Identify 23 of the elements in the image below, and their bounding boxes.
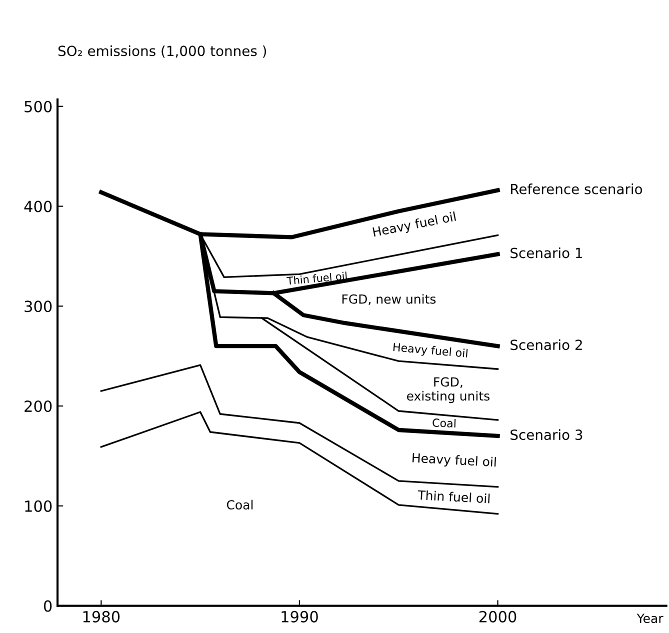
annotation: Coal	[432, 418, 456, 428]
y-tick-label: 0	[44, 600, 52, 612]
x-tick-label: 1990	[282, 610, 318, 622]
x-tick-label: 1980	[83, 610, 120, 622]
y-tick-label: 100	[25, 500, 52, 512]
annotation: FGD, new units	[342, 294, 436, 306]
series-label: Reference scenario	[511, 184, 642, 194]
annotation: Thin fuel oil	[417, 490, 490, 504]
annotation: Heavy fuel oil	[372, 211, 456, 240]
series-label: Scenario 3	[510, 429, 582, 440]
annotation: FGD, existing units	[406, 377, 490, 404]
series-label: Scenario 1	[510, 247, 582, 258]
annotation: Heavy fuel oil	[393, 342, 468, 360]
y-tick-label: 500	[24, 100, 52, 112]
y-axis-title: SO₂ emissions (1,000 tonnes )	[58, 45, 266, 58]
x-axis-title: Year	[636, 614, 664, 624]
annotation: Coal	[226, 500, 253, 510]
y-tick-label: 400	[24, 200, 52, 212]
y-tick-label: 300	[24, 300, 52, 312]
annotation: Heavy fuel oil	[412, 452, 496, 470]
y-tick-label: 200	[24, 400, 52, 412]
series-label: Scenario 2	[510, 339, 582, 350]
x-tick-label: 2000	[479, 610, 516, 622]
